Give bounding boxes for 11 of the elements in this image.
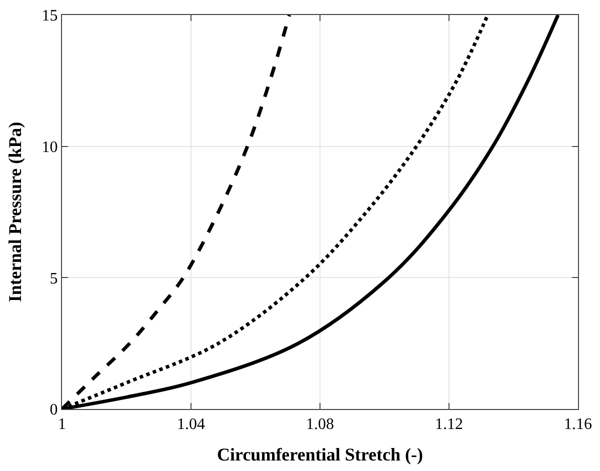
x-tick-label: 1 <box>58 416 66 434</box>
x-axis-title: Circumferential Stretch (-) <box>217 444 423 464</box>
y-tick-label: 10 <box>42 138 58 156</box>
y-tick-label: 5 <box>50 270 58 288</box>
x-tick-label: 1.16 <box>564 416 592 434</box>
x-tick-label: 1.08 <box>306 416 334 434</box>
x-tick-label: 1.04 <box>177 416 205 434</box>
x-tick-label: 1.12 <box>435 416 463 434</box>
y-tick-label: 0 <box>50 402 58 419</box>
y-tick-label: 15 <box>42 8 58 25</box>
y-axis-title: Internal Pressure (kPa) <box>5 122 25 302</box>
